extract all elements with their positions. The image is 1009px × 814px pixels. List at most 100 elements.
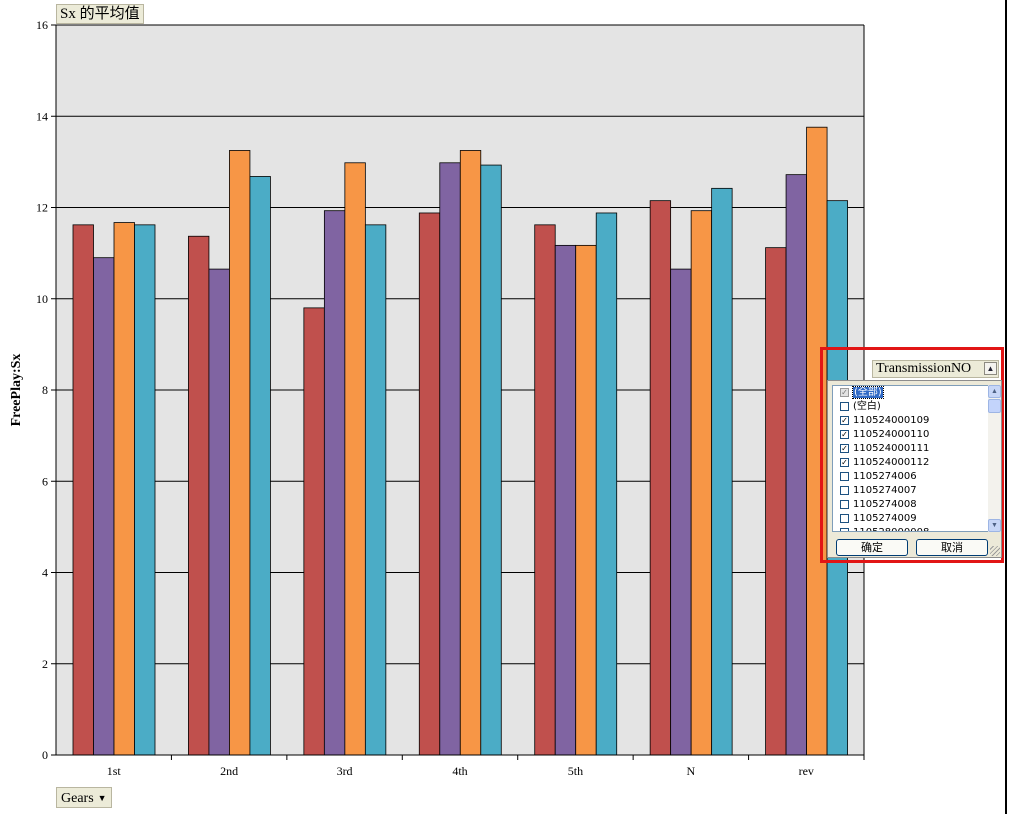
y-tick-label: 10	[36, 292, 48, 306]
scrollbar[interactable]: ▲ ▼	[988, 385, 1001, 532]
bar[interactable]	[785, 174, 807, 756]
axis-field-label: Gears	[61, 791, 94, 806]
data-field-button[interactable]: Sx 的平均值	[56, 4, 144, 24]
y-tick-labels: 0 2 4 6 8 10 12 14 16	[36, 18, 48, 762]
x-tick-label: 2nd	[220, 764, 238, 778]
bar[interactable]	[93, 257, 115, 756]
filter-item-label: 1105274008	[853, 499, 917, 510]
x-tick-label: rev	[799, 764, 814, 778]
filter-item-label: 110524000109	[853, 415, 930, 426]
filter-item[interactable]: (空白)	[833, 400, 989, 414]
bar[interactable]	[323, 210, 346, 756]
bar[interactable]	[418, 212, 441, 756]
x-tick-label: 1st	[107, 764, 122, 778]
filter-item[interactable]: 1105274008	[833, 498, 989, 512]
bar[interactable]	[670, 268, 692, 756]
y-tick-label: 2	[42, 657, 48, 671]
filter-item-label: 110524000112	[853, 457, 930, 468]
bar[interactable]	[649, 200, 672, 756]
data-field-label: Sx 的平均值	[60, 6, 140, 22]
filter-item[interactable]: 1105274009	[833, 512, 989, 526]
legend-field-button-transmissionno[interactable]: TransmissionNO ▲	[872, 360, 999, 378]
window-edge	[1005, 0, 1007, 814]
filter-item[interactable]: 110528000008	[833, 526, 989, 531]
x-tick-label: 3rd	[337, 764, 353, 778]
bar[interactable]	[554, 244, 577, 756]
y-tick-label: 12	[36, 201, 48, 215]
bars	[72, 126, 848, 756]
filter-item-label: (空白)	[853, 401, 881, 412]
filter-item[interactable]: ✓ 110524000110	[833, 428, 989, 442]
resize-grip-icon[interactable]	[990, 546, 1000, 556]
bar[interactable]	[249, 176, 271, 756]
filter-item[interactable]: ✓ 110524000109	[833, 414, 989, 428]
bar[interactable]	[595, 212, 618, 756]
filter-item-label: 110528000008	[853, 527, 929, 531]
filter-item[interactable]: ✓ 110524000111	[833, 442, 989, 456]
dropdown-up-icon[interactable]: ▲	[984, 362, 997, 375]
cancel-button[interactable]: 取消	[916, 539, 988, 556]
y-tick-label: 16	[36, 18, 48, 32]
legend-field-label: TransmissionNO	[876, 361, 972, 376]
filter-dropdown: ✓ (全部) (空白) ✓ 110524000109 ✓ 110524000110 ✓ 1105…	[827, 380, 1002, 558]
bar[interactable]	[303, 307, 325, 756]
highlight-frame	[820, 347, 1004, 563]
checkbox-icon[interactable]: ✓	[840, 416, 849, 425]
y-axis-title: FreePlay:Sx	[9, 354, 24, 427]
bar[interactable]	[134, 224, 156, 756]
bar[interactable]	[480, 164, 502, 756]
checkbox-icon[interactable]: ✓	[840, 388, 849, 397]
axes	[51, 24, 865, 760]
filter-item-label: (全部)	[852, 386, 884, 399]
checkbox-icon[interactable]	[840, 486, 849, 495]
y-tick-label: 0	[42, 748, 48, 762]
y-tick-label: 8	[42, 383, 48, 397]
scroll-down-icon[interactable]: ▼	[988, 519, 1001, 532]
checkbox-icon[interactable]	[840, 402, 849, 411]
filter-list[interactable]: ✓ (全部) (空白) ✓ 110524000109 ✓ 110524000110 ✓ 1105…	[832, 385, 990, 532]
bar[interactable]	[364, 224, 387, 756]
filter-item-label: 1105274006	[853, 471, 917, 482]
filter-item-label: 1105274007	[853, 485, 917, 496]
bar[interactable]	[765, 247, 787, 756]
bar[interactable]	[690, 210, 713, 756]
bar[interactable]	[459, 150, 482, 756]
filter-item-label: 110524000111	[853, 443, 930, 454]
bar[interactable]	[208, 268, 230, 756]
filter-item-label: 1105274009	[853, 513, 917, 524]
filter-item[interactable]: 1105274006	[833, 470, 989, 484]
x-tick-label: 5th	[568, 764, 583, 778]
bar[interactable]	[344, 162, 366, 756]
bar[interactable]	[711, 187, 733, 756]
checkbox-icon[interactable]	[840, 514, 849, 523]
y-tick-label: 4	[42, 566, 48, 580]
checkbox-icon[interactable]	[840, 500, 849, 509]
bar[interactable]	[575, 244, 597, 756]
checkbox-icon[interactable]	[840, 472, 849, 481]
checkbox-icon[interactable]: ✓	[840, 458, 849, 467]
checkbox-icon[interactable]: ✓	[840, 430, 849, 439]
checkbox-icon[interactable]	[840, 528, 849, 531]
axis-field-button-gears[interactable]: Gears ▼	[56, 787, 112, 808]
y-tick-label: 6	[42, 474, 48, 488]
x-tick-label: N	[687, 764, 696, 778]
bar[interactable]	[534, 224, 556, 756]
checkbox-icon[interactable]: ✓	[840, 444, 849, 453]
filter-item[interactable]: ✓ 110524000112	[833, 456, 989, 470]
y-tick-label: 14	[36, 109, 48, 123]
filter-item[interactable]: ✓ (全部)	[833, 386, 989, 400]
scroll-up-icon[interactable]: ▲	[988, 385, 1001, 398]
x-tick-label: 4th	[452, 764, 467, 778]
dropdown-arrow-icon: ▼	[97, 793, 107, 803]
scroll-thumb[interactable]	[988, 399, 1001, 413]
bar[interactable]	[188, 235, 210, 756]
filter-item-label: 110524000110	[853, 429, 930, 440]
bar[interactable]	[72, 224, 94, 756]
bar[interactable]	[113, 222, 135, 756]
ok-button[interactable]: 确定	[836, 539, 908, 556]
bar[interactable]	[229, 150, 251, 756]
filter-item[interactable]: 1105274007	[833, 484, 989, 498]
bar[interactable]	[439, 162, 461, 756]
